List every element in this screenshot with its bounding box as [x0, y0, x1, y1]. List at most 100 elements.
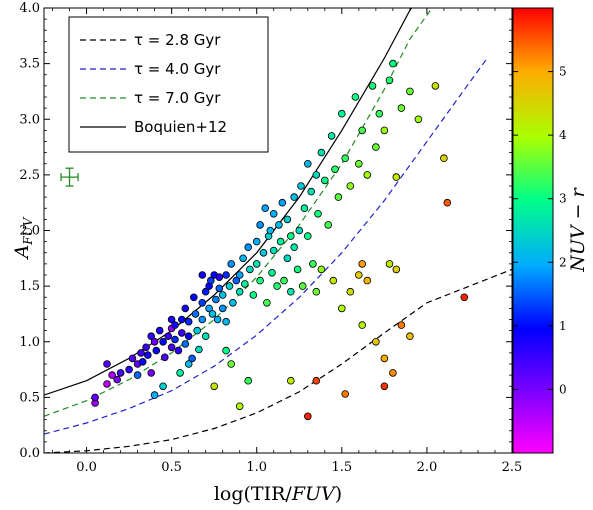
data-point — [164, 332, 173, 341]
data-point — [232, 276, 241, 285]
data-point — [317, 148, 326, 157]
data-point — [174, 346, 183, 355]
legend: τ = 2.8 Gyr τ = 4.0 Gyr τ = 7.0 Gyr Boquien… — [68, 16, 269, 153]
data-point — [286, 376, 295, 385]
data-point — [215, 273, 224, 282]
data-point — [320, 176, 329, 185]
data-point — [188, 354, 196, 363]
data-point — [108, 371, 116, 379]
legend-label: τ = 4.0 Gyr — [134, 60, 221, 78]
data-point — [116, 369, 125, 377]
x-tick-label: 0.0 — [76, 460, 97, 475]
data-point — [341, 390, 350, 398]
data-point — [303, 232, 312, 240]
y-tick-label: 3.0 — [19, 112, 40, 127]
data-point — [222, 346, 230, 355]
data-point — [178, 329, 186, 337]
data-point — [406, 332, 414, 341]
y-axis-ticks: 0.0 0.5 1.0 1.5 2.0 2.5 3.0 3.5 4.0 — [19, 1, 512, 461]
data-point — [443, 198, 452, 207]
colorbar-tick-label: 0 — [559, 382, 567, 396]
data-point — [222, 271, 230, 279]
data-point — [138, 357, 147, 366]
data-point — [337, 109, 346, 118]
data-point — [368, 82, 377, 90]
data-point — [392, 265, 401, 274]
data-point — [195, 345, 203, 354]
data-point — [283, 254, 292, 263]
data-point — [303, 160, 312, 168]
data-point — [327, 132, 336, 140]
data-point — [225, 282, 234, 290]
data-point — [147, 332, 156, 341]
data-point — [167, 315, 176, 324]
data-point — [300, 204, 309, 213]
data-point — [293, 265, 302, 274]
data-point — [235, 402, 244, 411]
data-point — [331, 165, 339, 174]
data-point — [159, 337, 167, 346]
curve-4 — [44, 8, 413, 396]
data-point — [150, 391, 159, 399]
legend-label: Boquien+12 — [134, 118, 227, 136]
data-point — [440, 154, 448, 163]
data-point — [278, 198, 287, 207]
data-point — [375, 109, 384, 118]
data-point — [385, 76, 394, 85]
data-point — [358, 321, 367, 329]
data-point — [190, 293, 198, 302]
x-axis-label: log(TIR/FUV) — [214, 483, 342, 505]
y-tick-label: 4.0 — [19, 1, 40, 16]
colorbar-gradient — [512, 7, 554, 454]
data-point — [256, 221, 264, 229]
x-axis-ticks: 0.0 0.5 1.0 1.5 2.0 2.5 — [52, 8, 522, 475]
data-point — [431, 82, 440, 90]
data-point — [198, 298, 207, 307]
data-point — [244, 243, 253, 252]
curve-1 — [44, 268, 512, 453]
data-point — [312, 171, 321, 179]
colorbar-label: NUV − r — [567, 186, 589, 272]
data-point — [128, 354, 137, 363]
data-point — [147, 369, 156, 377]
data-points — [91, 59, 469, 421]
data-point — [286, 287, 295, 296]
data-point — [314, 210, 322, 218]
data-point — [222, 317, 230, 326]
data-point — [198, 315, 207, 324]
data-point — [167, 343, 176, 352]
data-point — [181, 340, 190, 348]
y-tick-label: 2.5 — [19, 168, 40, 183]
data-point — [171, 335, 179, 344]
colorbar-tick-label: 1 — [559, 319, 567, 333]
y-tick-label: 1.5 — [19, 279, 40, 294]
data-point — [372, 337, 380, 346]
data-point — [252, 260, 261, 268]
data-point — [275, 221, 283, 229]
colorbar-tick-label: 2 — [559, 255, 567, 269]
data-point — [309, 260, 317, 268]
data-point — [235, 287, 244, 296]
y-tick-label: 2.0 — [19, 224, 40, 239]
data-point — [155, 326, 164, 335]
y-tick-label: 0.0 — [19, 446, 40, 461]
data-point — [363, 276, 372, 285]
data-point — [207, 276, 215, 285]
data-point — [290, 193, 299, 201]
data-point — [460, 293, 469, 302]
y-axis-label: AFUV — [11, 216, 35, 260]
data-point — [103, 360, 111, 368]
y-tick-label: 3.5 — [19, 57, 40, 72]
data-point — [235, 271, 244, 279]
data-point — [346, 287, 355, 296]
x-tick-label: 0.5 — [161, 460, 182, 475]
data-point — [341, 154, 350, 163]
data-point — [176, 369, 184, 377]
data-point — [414, 115, 423, 124]
data-point — [261, 204, 270, 213]
data-point — [354, 271, 363, 279]
data-point — [329, 276, 338, 285]
data-point — [171, 321, 179, 329]
data-point — [198, 271, 207, 279]
colorbar-tick-label: 3 — [559, 192, 567, 206]
